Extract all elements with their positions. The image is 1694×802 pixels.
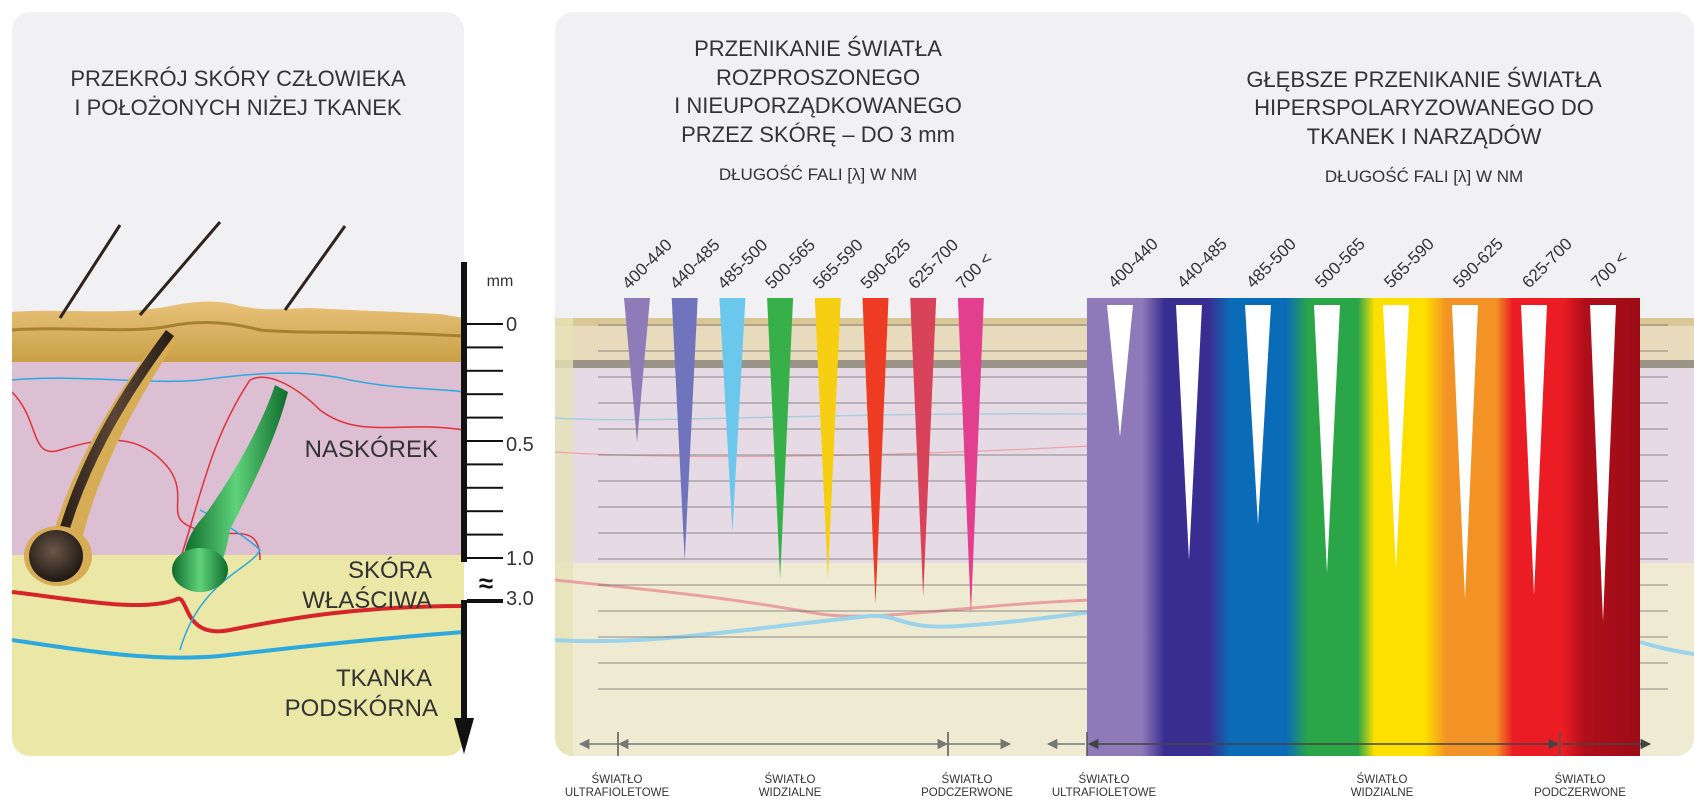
epidermis-label: NASKÓREK	[305, 436, 438, 463]
scale-tick	[467, 463, 503, 466]
scale-tick	[467, 323, 503, 325]
region-label-ir: ŚWIATŁO PODCZERWONE	[921, 773, 1013, 799]
light-band-triangle	[1314, 305, 1340, 574]
middle-region-arrows	[578, 732, 1012, 756]
dermis-label-line2: WŁAŚCIWA	[302, 586, 432, 614]
tick-label-1-0: 1.0	[506, 548, 534, 570]
scale-tick	[467, 369, 503, 372]
right-title-line: TKANEK I NARZĄDÓW	[1307, 124, 1542, 149]
light-band-triangle	[1521, 305, 1547, 596]
tick-label-0-5: 0.5	[506, 434, 534, 456]
scale-tick	[467, 393, 503, 396]
scale-tick	[467, 416, 503, 419]
light-band-triangle	[624, 298, 650, 442]
sebaceous-gland	[183, 385, 288, 584]
region-label-uv: ŚWIATŁO ULTRAFIOLETOWE	[565, 773, 670, 799]
right-subtitle: DŁUGOŚĆ FALI [λ] W NM	[1325, 167, 1523, 186]
scale-tick	[467, 440, 503, 442]
light-band-triangle	[910, 298, 937, 597]
region-label-ir: ŚWIATŁO PODCZERWONE	[1534, 773, 1626, 799]
light-band-triangle	[1452, 305, 1478, 600]
artery	[12, 590, 464, 634]
middle-title-line: ROZPROSZONEGO	[716, 65, 920, 90]
tick-label-0: 0	[506, 314, 517, 336]
skin-surface	[12, 301, 464, 362]
depth-scale: mm 0 0.5 1.0 3.0 ≈	[454, 262, 534, 754]
middle-title-line: PRZENIKANIE ŚWIATŁA	[694, 36, 942, 61]
scale-tick	[467, 510, 503, 513]
left-title-line2: I POŁOŻONYCH NIŻEJ TKANEK	[74, 95, 402, 120]
scale-tick	[467, 486, 503, 489]
hair-shaft	[58, 224, 122, 319]
light-band-triangle	[862, 298, 889, 604]
skin-surface-edge	[12, 321, 464, 338]
light-band-triangle	[1383, 305, 1409, 569]
left-title-line1: PRZEKRÓJ SKÓRY CZŁOWIEKA	[70, 66, 406, 91]
scale-tick	[467, 346, 503, 349]
right-title: GŁĘBSZE PRZENIKANIE ŚWIATŁA HIPERSPOLARY…	[1246, 67, 1602, 186]
light-band-triangle	[1245, 305, 1271, 525]
middle-title: PRZENIKANIE ŚWIATŁA ROZPROSZONEGO I NIEU…	[674, 36, 962, 184]
hair-shaft	[283, 225, 347, 311]
hair-root	[55, 329, 174, 547]
dermis-label-line1: SKÓRA	[348, 557, 432, 584]
light-band-triangle	[671, 298, 698, 561]
hair-shaft	[138, 221, 222, 316]
capillary-blue	[12, 372, 464, 393]
scale-break-icon: ≈	[479, 568, 493, 598]
middle-title-line: PRZEZ SKÓRĘ – DO 3 mm	[681, 122, 955, 147]
capillary-red-2	[179, 376, 464, 561]
tick-label-3-0: 3.0	[506, 588, 534, 610]
light-band-triangle	[1107, 305, 1133, 437]
region-label-uv: ŚWIATŁO ULTRAFIOLETOWE	[1052, 773, 1157, 799]
light-band-triangle	[957, 298, 984, 615]
middle-title-line: I NIEUPORZĄDKOWANEGO	[674, 93, 962, 118]
right-title-line: HIPERSPOLARYZOWANEGO DO	[1254, 95, 1594, 120]
vein	[12, 630, 464, 660]
arrow-down-icon	[454, 718, 474, 754]
middle-region-labels: ŚWIATŁO ULTRAFIOLETOWE ŚWIATŁO WIDZIALNE Ś…	[565, 773, 1013, 799]
light-band-triangle	[719, 298, 746, 532]
scale-unit: mm	[487, 273, 514, 290]
skin-cross-section-panel	[12, 12, 464, 756]
region-label-visible: ŚWIATŁO WIDZIALNE	[1351, 773, 1414, 799]
right-region-arrows	[1046, 732, 1652, 756]
right-title-line: GŁĘBSZE PRZENIKANIE ŚWIATŁA	[1246, 67, 1602, 92]
scale-tick	[467, 533, 503, 536]
light-band-triangle	[814, 298, 841, 579]
right-region-labels: ŚWIATŁO ULTRAFIOLETOWE ŚWIATŁO WIDZIALNE Ś…	[1052, 773, 1626, 799]
middle-subtitle: DŁUGOŚĆ FALI [λ] W NM	[719, 165, 917, 184]
gland-body	[172, 548, 228, 592]
light-band-triangle	[1590, 305, 1616, 622]
subcutis-label-line1: TKANKA	[336, 665, 432, 692]
light-band-triangle	[1176, 305, 1202, 561]
scale-tick	[467, 557, 503, 559]
region-label-visible: ŚWIATŁO WIDZIALNE	[759, 773, 822, 799]
spectrum-block	[1087, 298, 1640, 756]
light-band-triangle	[767, 298, 794, 579]
subcutis-label-line2: PODSKÓRNA	[285, 695, 438, 722]
hair-bulb	[29, 530, 83, 582]
